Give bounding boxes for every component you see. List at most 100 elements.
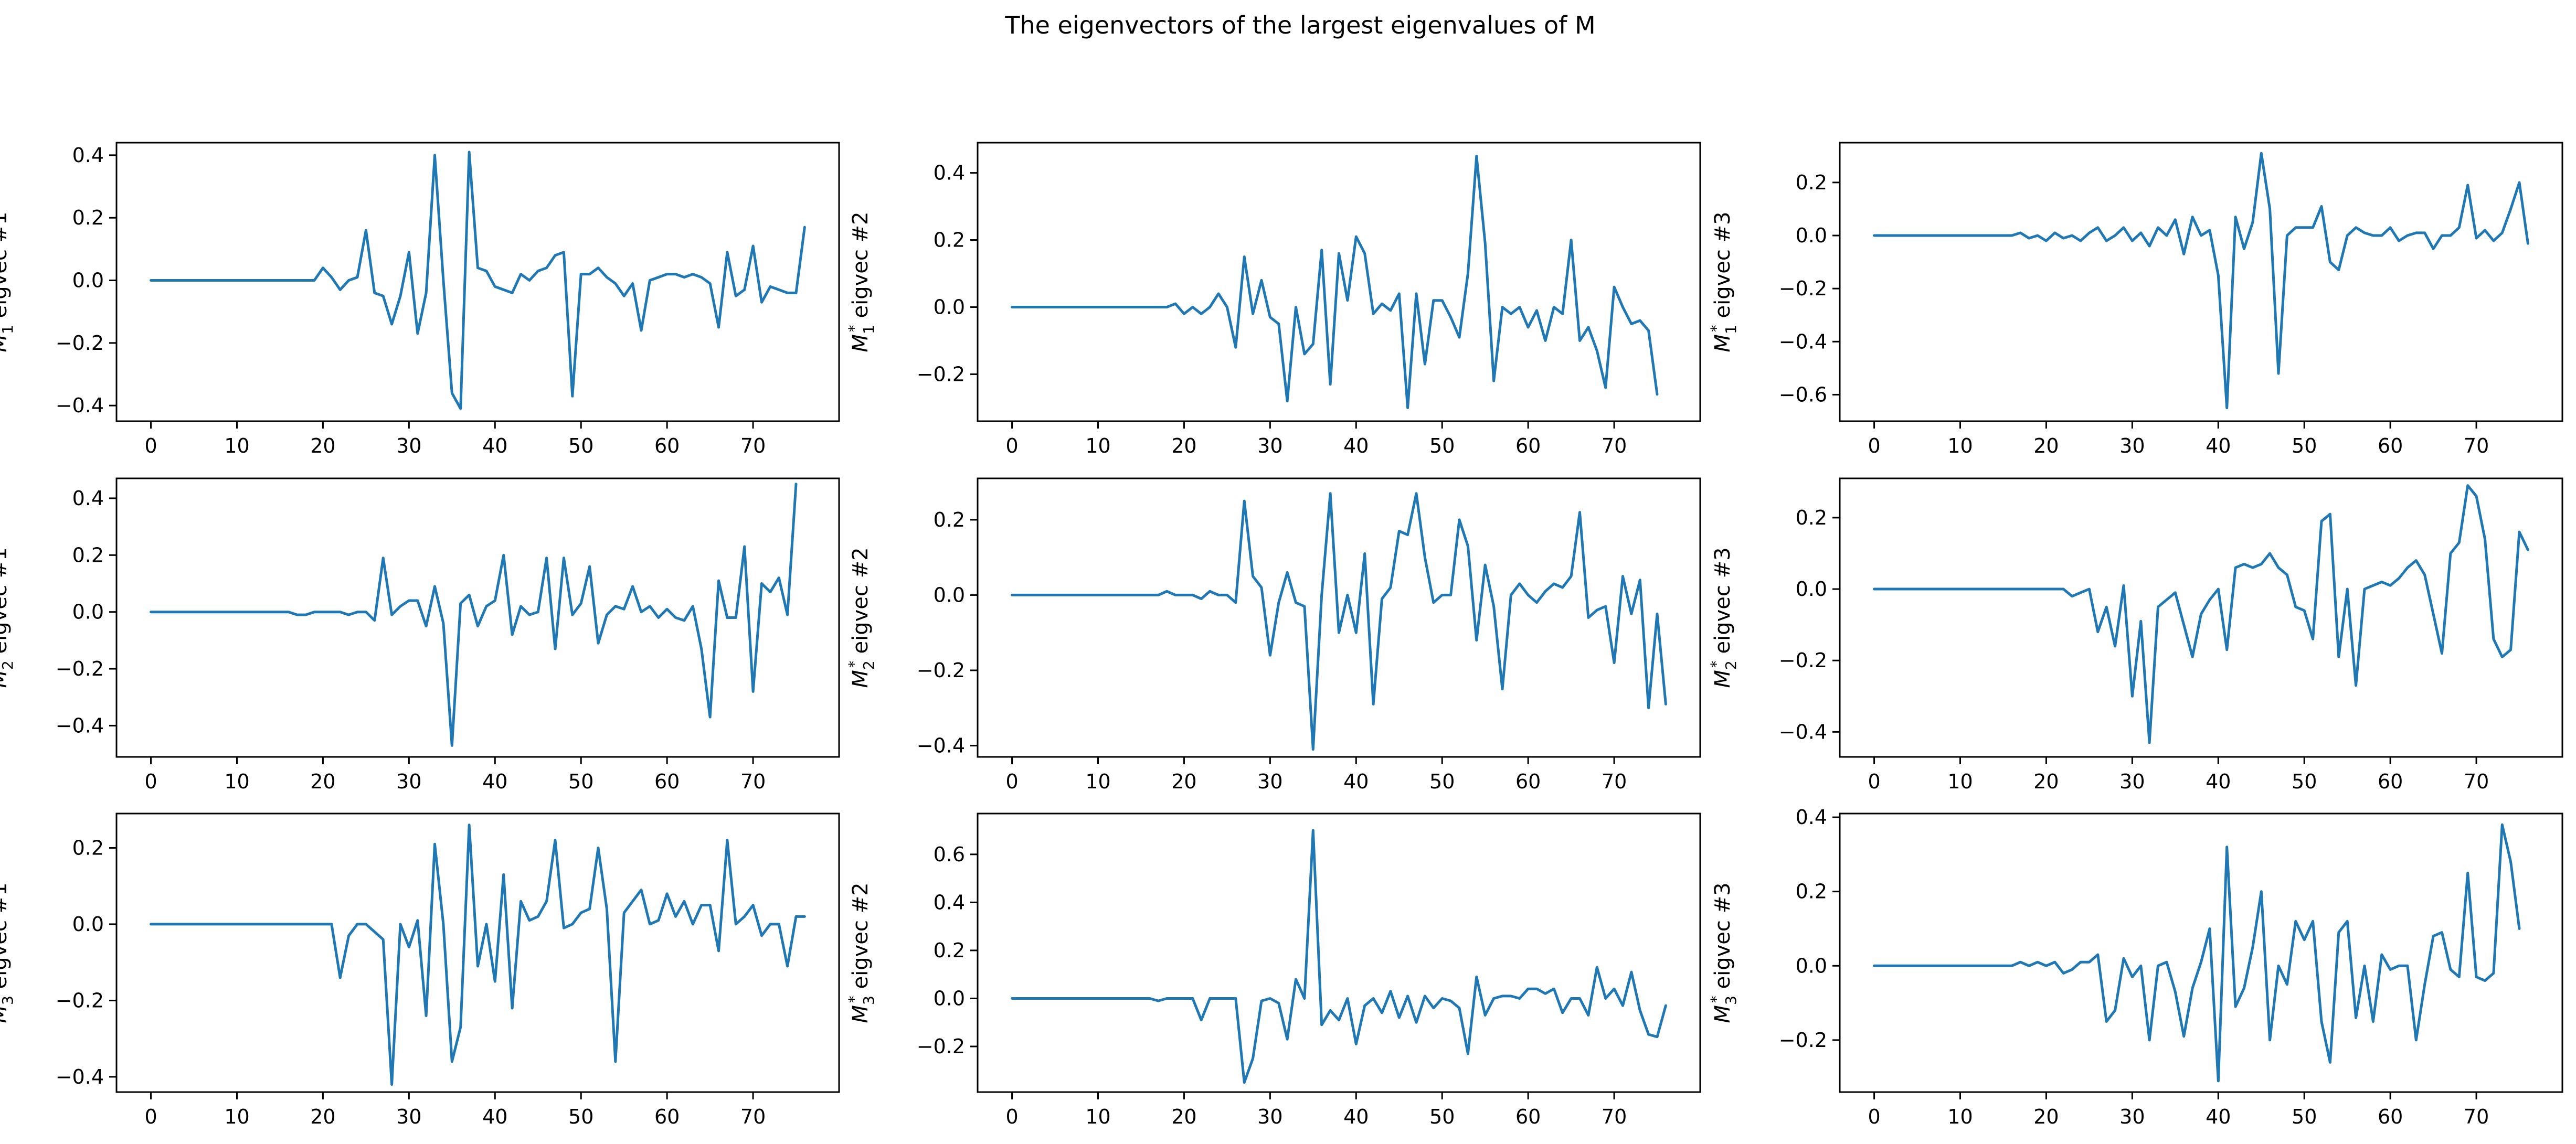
x-tick-label: 20 xyxy=(1171,434,1196,457)
x-tick-label: 50 xyxy=(2292,434,2317,457)
x-tick-label: 40 xyxy=(482,434,507,457)
y-tick-label: −0.6 xyxy=(1779,383,1827,406)
x-tick-label: 20 xyxy=(2033,434,2059,457)
y-axis-label: M3* eigvec #3 xyxy=(1708,882,1740,1023)
axes-frame xyxy=(115,142,840,422)
x-tick-label: 40 xyxy=(482,1105,507,1128)
y-tick-label: 0.2 xyxy=(1796,880,1827,903)
x-tick-label: 70 xyxy=(740,770,766,793)
x-tick-label: 60 xyxy=(1515,1105,1541,1128)
x-tick-label: 0 xyxy=(144,434,157,457)
x-tick-label: 70 xyxy=(1602,434,1627,457)
x-tick-label: 0 xyxy=(1005,770,1018,793)
x-tick-label: 60 xyxy=(2378,1105,2403,1128)
x-tick-label: 60 xyxy=(654,770,680,793)
x-tick-label: 20 xyxy=(1171,770,1196,793)
x-tick-label: 50 xyxy=(1429,770,1455,793)
y-tick-label: −0.4 xyxy=(56,394,104,417)
subplot-2: 0 10 20 30 40 50 60 70 −0.2 0.0 0.2 0.4 M1* eigvec #… xyxy=(845,142,1701,457)
x-tick-label: 70 xyxy=(1602,1105,1627,1128)
series-line xyxy=(1873,152,2529,410)
series-line xyxy=(1873,484,2529,744)
y-tick-label: −0.2 xyxy=(56,989,104,1012)
y-tick-label: 0.4 xyxy=(934,162,965,185)
x-tick-label: 60 xyxy=(654,1105,680,1128)
x-tick-label: 70 xyxy=(740,434,766,457)
x-tick-label: 50 xyxy=(2292,1105,2317,1128)
x-tick-label: 40 xyxy=(1343,434,1369,457)
x-tick-label: 10 xyxy=(1947,1105,1973,1128)
y-axis-label: M3* eigvec #2 xyxy=(845,882,877,1023)
x-tick-label: 30 xyxy=(1257,434,1282,457)
x-tick-label: 20 xyxy=(2033,1105,2059,1128)
y-tick-label: −0.2 xyxy=(1779,277,1827,300)
x-tick-label: 20 xyxy=(1171,1105,1196,1128)
subplot-1: 0 10 20 30 40 50 60 70 −0.4 −0.2 0.0 0.2 0.4 M1* eigv… xyxy=(0,142,840,457)
axes-frame xyxy=(1839,477,2563,758)
x-tick-label: 0 xyxy=(1005,434,1018,457)
x-tick-label: 30 xyxy=(1257,1105,1282,1128)
y-tick-label: −0.2 xyxy=(917,362,965,386)
x-tick-label: 10 xyxy=(224,1105,249,1128)
x-tick-label: 50 xyxy=(2292,770,2317,793)
y-tick-label: 0.2 xyxy=(72,206,104,229)
x-tick-label: 20 xyxy=(310,770,335,793)
x-tick-label: 70 xyxy=(740,1105,766,1128)
x-tick-label: 30 xyxy=(2119,770,2145,793)
x-tick-label: 40 xyxy=(1343,1105,1369,1128)
x-tick-label: 10 xyxy=(224,434,249,457)
y-axis-label: M2* eigvec #3 xyxy=(1708,547,1740,688)
y-tick-label: −0.2 xyxy=(56,332,104,355)
x-tick-label: 30 xyxy=(2119,434,2145,457)
y-tick-label: 0.0 xyxy=(1796,224,1827,247)
axes-frame xyxy=(1839,812,2563,1093)
subplot-4: 0 10 20 30 40 50 60 70 −0.4 −0.2 0.0 0.2 0.4 M2* eigv… xyxy=(0,477,840,793)
series-line xyxy=(1011,829,1667,1084)
x-tick-label: 10 xyxy=(1085,434,1110,457)
axes-frame xyxy=(115,812,840,1093)
y-axis-label: M1* eigvec #1 xyxy=(0,211,16,352)
y-tick-label: 0.2 xyxy=(934,229,965,252)
y-tick-label: 0.0 xyxy=(72,269,104,292)
y-tick-label: −0.2 xyxy=(1779,649,1827,672)
x-tick-label: 50 xyxy=(1429,1105,1455,1128)
series-line xyxy=(150,483,798,747)
y-tick-label: 0.2 xyxy=(1796,506,1827,529)
y-tick-label: 0.0 xyxy=(72,601,104,624)
y-tick-label: −0.2 xyxy=(1779,1029,1827,1052)
x-tick-label: 60 xyxy=(654,434,680,457)
x-tick-label: 30 xyxy=(2119,1105,2145,1128)
x-tick-label: 40 xyxy=(1343,770,1369,793)
series-line xyxy=(1011,155,1659,409)
x-tick-label: 50 xyxy=(568,770,593,793)
x-tick-label: 10 xyxy=(224,770,249,793)
subplot-7: 0 10 20 30 40 50 60 70 −0.4 −0.2 0.0 0.2 M3* eigvec … xyxy=(0,812,840,1128)
x-tick-label: 30 xyxy=(396,770,421,793)
y-tick-label: −0.2 xyxy=(917,1035,965,1058)
y-tick-label: 0.0 xyxy=(1796,954,1827,977)
y-tick-label: 0.2 xyxy=(934,939,965,962)
x-tick-label: 40 xyxy=(2206,770,2231,793)
x-tick-label: 70 xyxy=(2464,434,2489,457)
subplot-9: 0 10 20 30 40 50 60 70 −0.2 0.0 0.2 0.4 M3* eigvec #… xyxy=(1708,806,2563,1128)
axes-frame xyxy=(977,812,1701,1093)
subplot-8: 0 10 20 30 40 50 60 70 −0.2 0.0 0.2 0.4 0.6 M3* eigve… xyxy=(845,812,1701,1128)
y-tick-label: 0.2 xyxy=(72,836,104,859)
figure-title: The eigenvectors of the largest eigenval… xyxy=(1004,11,1595,39)
x-tick-label: 60 xyxy=(1515,770,1541,793)
x-tick-label: 10 xyxy=(1085,1105,1110,1128)
y-tick-label: 0.2 xyxy=(72,543,104,566)
subplot-5: 0 10 20 30 40 50 60 70 −0.4 −0.2 0.0 0.2 M2* eigvec … xyxy=(845,477,1701,793)
y-tick-label: 0.0 xyxy=(1796,578,1827,601)
x-tick-label: 70 xyxy=(2464,1105,2489,1128)
y-tick-label: 0.4 xyxy=(934,891,965,914)
x-tick-label: 40 xyxy=(2206,434,2231,457)
x-tick-label: 0 xyxy=(144,770,157,793)
y-tick-label: −0.4 xyxy=(917,734,965,757)
y-tick-label: −0.4 xyxy=(1779,720,1827,743)
y-tick-label: −0.2 xyxy=(917,659,965,682)
y-tick-label: 0.4 xyxy=(1796,806,1827,829)
y-tick-label: 0.2 xyxy=(1796,171,1827,194)
subplot-3: 0 10 20 30 40 50 60 70 −0.6 −0.4 −0.2 0.0 0.2 M1* eig… xyxy=(1708,142,2563,457)
